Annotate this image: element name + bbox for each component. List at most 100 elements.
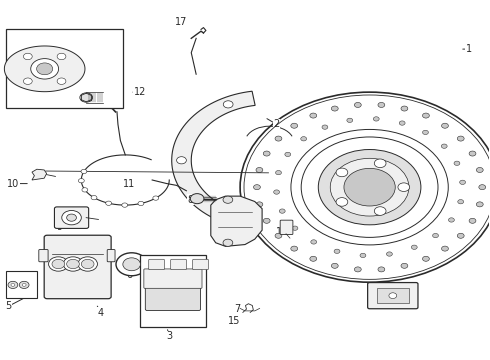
Circle shape [331, 263, 338, 268]
FancyBboxPatch shape [107, 249, 115, 262]
Circle shape [411, 245, 417, 249]
Circle shape [479, 185, 486, 190]
Circle shape [387, 252, 392, 256]
Circle shape [263, 151, 270, 156]
Text: 5: 5 [5, 301, 12, 311]
Circle shape [331, 106, 338, 111]
Circle shape [354, 267, 361, 272]
Polygon shape [4, 46, 85, 92]
Circle shape [24, 78, 32, 84]
Circle shape [334, 249, 340, 253]
Circle shape [310, 113, 317, 118]
Circle shape [22, 283, 26, 286]
Circle shape [373, 117, 379, 121]
Circle shape [190, 194, 204, 204]
Circle shape [279, 209, 285, 213]
Text: 6: 6 [126, 270, 133, 280]
Circle shape [454, 161, 460, 165]
Circle shape [52, 259, 65, 269]
Circle shape [253, 185, 260, 190]
Bar [377, 288, 409, 303]
Circle shape [275, 136, 282, 141]
Circle shape [291, 130, 448, 245]
Circle shape [176, 157, 186, 164]
Circle shape [469, 218, 476, 223]
Circle shape [318, 149, 421, 225]
Circle shape [67, 259, 79, 269]
FancyBboxPatch shape [280, 220, 293, 234]
Circle shape [256, 167, 263, 172]
Circle shape [81, 169, 87, 174]
Text: 4: 4 [98, 308, 104, 318]
Circle shape [336, 168, 348, 177]
Circle shape [240, 92, 490, 282]
Circle shape [275, 171, 281, 175]
Circle shape [301, 137, 307, 141]
Circle shape [301, 137, 438, 237]
FancyBboxPatch shape [44, 235, 111, 299]
Circle shape [57, 53, 66, 60]
Text: 15: 15 [227, 316, 240, 325]
Circle shape [63, 257, 83, 271]
Circle shape [106, 201, 112, 206]
Circle shape [80, 93, 93, 102]
Circle shape [378, 103, 385, 107]
Bar [5, 271, 37, 298]
Circle shape [374, 159, 386, 168]
FancyBboxPatch shape [149, 259, 164, 270]
Polygon shape [172, 91, 334, 230]
Circle shape [354, 103, 361, 107]
Circle shape [422, 113, 429, 118]
Polygon shape [211, 196, 262, 246]
Circle shape [116, 253, 147, 276]
Circle shape [78, 179, 84, 183]
Circle shape [19, 281, 29, 288]
Circle shape [347, 118, 353, 122]
Circle shape [398, 183, 410, 192]
Circle shape [460, 180, 465, 184]
Circle shape [441, 144, 447, 148]
FancyBboxPatch shape [368, 283, 418, 309]
Circle shape [322, 125, 328, 129]
Circle shape [11, 283, 15, 286]
Circle shape [433, 233, 439, 238]
Circle shape [31, 59, 59, 79]
Circle shape [49, 257, 68, 271]
Circle shape [310, 256, 317, 261]
Text: 13: 13 [85, 82, 97, 92]
Text: 7: 7 [235, 304, 241, 314]
Text: 14: 14 [275, 227, 288, 237]
Circle shape [223, 101, 233, 108]
Circle shape [360, 253, 366, 257]
Circle shape [263, 218, 270, 223]
Circle shape [62, 211, 81, 225]
Circle shape [311, 240, 317, 244]
Circle shape [401, 106, 408, 111]
FancyBboxPatch shape [54, 207, 89, 228]
Text: 12: 12 [134, 87, 146, 97]
Circle shape [8, 281, 18, 288]
Circle shape [256, 202, 263, 207]
Circle shape [441, 123, 448, 128]
Circle shape [291, 246, 297, 251]
Bar [140, 255, 206, 327]
Circle shape [223, 239, 233, 246]
Text: 8: 8 [187, 195, 194, 205]
Polygon shape [32, 169, 47, 180]
Circle shape [469, 151, 476, 156]
Circle shape [122, 203, 128, 207]
Circle shape [441, 246, 448, 251]
Circle shape [223, 196, 233, 203]
Circle shape [458, 199, 464, 204]
Circle shape [422, 256, 429, 261]
Circle shape [389, 293, 397, 298]
Circle shape [81, 259, 94, 269]
Circle shape [476, 167, 483, 172]
Circle shape [153, 196, 159, 200]
Circle shape [24, 53, 32, 60]
Text: 16: 16 [380, 300, 392, 310]
Circle shape [123, 258, 141, 271]
Text: 11: 11 [122, 179, 135, 189]
Circle shape [457, 233, 464, 238]
Circle shape [399, 121, 405, 125]
